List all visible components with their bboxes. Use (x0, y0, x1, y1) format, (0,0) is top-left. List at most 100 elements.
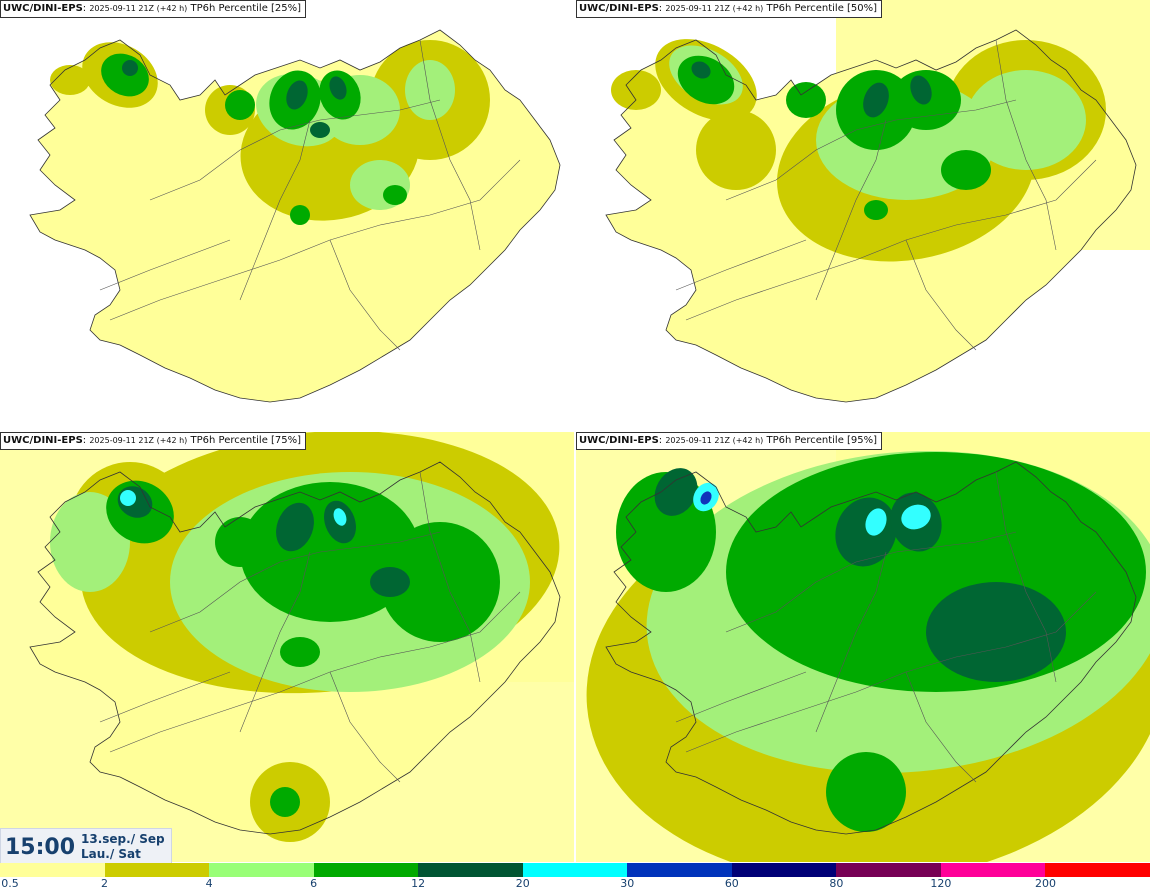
road-line (149, 99, 441, 201)
precip-map-p50 (605, 0, 1150, 403)
colorbar-segment (0, 863, 105, 877)
colorbar-segment (627, 863, 732, 877)
panel-title: UWC/DINI-EPS: 2025-09-11 21Z (+42 h) TP6… (0, 0, 307, 18)
precip-blob-lightgreen (405, 60, 455, 120)
field-name: TP6h Percentile [25%] (190, 3, 302, 14)
precip-blob-darkgreen (329, 76, 347, 100)
road-line (239, 119, 311, 301)
model-name: UWC/DINI-EPS (3, 3, 83, 14)
precip-blob-olive (696, 110, 776, 190)
road-line (995, 39, 1057, 251)
precip-blob-olive (50, 65, 90, 95)
colorbar-tick-label: 0.5 (1, 877, 19, 890)
road-line (905, 671, 977, 783)
precip-map-p95 (576, 432, 1150, 862)
colorbar-segment (836, 863, 941, 877)
road-line (99, 239, 231, 291)
panel-title: UWC/DINI-EPS: 2025-09-11 21Z (+42 h) TP6… (576, 0, 883, 18)
panel-title: UWC/DINI-EPS: 2025-09-11 21Z (+42 h) TP6… (0, 432, 307, 450)
precip-contours (586, 451, 1150, 862)
precip-blob-darkgreen (910, 75, 932, 105)
colorbar-segment (104, 863, 210, 877)
map-panel-p75: UWC/DINI-EPS: 2025-09-11 21Z (+42 h) TP6… (0, 432, 574, 862)
precip-blob-darkgreen (691, 61, 711, 79)
coastline (29, 461, 561, 835)
precip-blob-green (826, 752, 906, 832)
road-line (675, 671, 807, 723)
colorbar-segment (1045, 863, 1150, 877)
colorbar-segment (313, 863, 419, 877)
precip-contours (611, 39, 1106, 262)
precip-blob-green (280, 637, 320, 667)
precip-blob-cyan (120, 490, 136, 506)
precip-blob-darkgreen (310, 122, 330, 138)
road-line (905, 239, 977, 351)
map-panel-p50: UWC/DINI-EPS: 2025-09-11 21Z (+42 h) TP6… (576, 0, 1150, 430)
colorbar-tick-label: 30 (620, 877, 635, 890)
road-line (725, 99, 1017, 201)
valid-time-box: 15:00 13.sep./ Sep Lau./ Sat (0, 828, 172, 864)
run-time: 2025-09-11 21Z (+42 h) (89, 4, 188, 13)
precip-blob-lightgreen (966, 70, 1086, 170)
field-name: TP6h Percentile [75%] (190, 435, 302, 446)
coastline (605, 461, 1137, 835)
model-name: UWC/DINI-EPS (3, 435, 83, 446)
run-time: 2025-09-11 21Z (+42 h) (665, 436, 764, 445)
precip-blob-darkgreen (926, 582, 1066, 682)
map-panel-p95: UWC/DINI-EPS: 2025-09-11 21Z (+42 h) TP6… (576, 432, 1150, 862)
colorbar-tick-label: 12 (411, 877, 426, 890)
precip-blob-green (941, 150, 991, 190)
precip-blob-green (225, 90, 255, 120)
road-line (725, 531, 1017, 633)
model-name: UWC/DINI-EPS (579, 435, 659, 446)
precip-blob-green (383, 185, 407, 205)
valid-date: 13.sep./ Sep (81, 832, 165, 846)
field-name: TP6h Percentile [95%] (766, 435, 878, 446)
precip-contours (50, 40, 490, 225)
valid-time: 15:00 (5, 835, 76, 860)
precip-blob-darkgreen (654, 468, 698, 516)
precip-blob-cyan (865, 508, 887, 536)
road-line (329, 671, 401, 783)
colorbar-labels: 0.5 2 4 6 12 20 30 60 80 120 200 (0, 876, 1150, 891)
road-line (149, 531, 441, 633)
colorbar-tick-label: 6 (310, 877, 318, 890)
coastline (29, 29, 561, 403)
colorbar-tick-label: 80 (829, 877, 844, 890)
road-line (419, 471, 481, 683)
colorbar-tick-label: 200 (1034, 877, 1056, 890)
colorbar-segment (418, 863, 523, 877)
precip-blob-darkgreen (276, 502, 314, 552)
colorbar-tick-label: 20 (515, 877, 530, 890)
precip-blob-darkgreen (863, 82, 889, 118)
model-name: UWC/DINI-EPS (579, 3, 659, 14)
colorbar-segment (731, 863, 837, 877)
road-line (419, 39, 481, 251)
run-time: 2025-09-11 21Z (+42 h) (665, 4, 764, 13)
road-line (239, 551, 311, 733)
precip-blob-olive (611, 70, 661, 110)
precip-colorbar (0, 863, 1150, 877)
map-panel-p25: UWC/DINI-EPS: 2025-09-11 21Z (+42 h) TP6… (0, 0, 574, 430)
colorbar-tick-label: 2 (101, 877, 109, 890)
run-time: 2025-09-11 21Z (+42 h) (89, 436, 188, 445)
road-line (99, 671, 231, 723)
panel-title: UWC/DINI-EPS: 2025-09-11 21Z (+42 h) TP6… (576, 432, 883, 450)
colorbar-tick-label: 60 (724, 877, 739, 890)
valid-day: Lau./ Sat (81, 847, 141, 861)
precip-blob-darkgreen (286, 80, 308, 110)
colorbar-segment (522, 863, 628, 877)
colorbar-segment (940, 863, 1046, 877)
precip-blob-green (290, 205, 310, 225)
precip-blob-green (380, 522, 500, 642)
precip-blob-blue (700, 491, 712, 505)
field-name: TP6h Percentile [50%] (766, 3, 878, 14)
precip-blob-darkgreen (370, 567, 410, 597)
precip-blob-darkgreen (122, 60, 138, 76)
precip-blob-cyan (901, 504, 931, 530)
colorbar-tick-label: 4 (205, 877, 213, 890)
colorbar-tick-label: 120 (930, 877, 952, 890)
road-line (675, 239, 807, 291)
road-line (815, 119, 887, 301)
road-line (329, 239, 401, 351)
